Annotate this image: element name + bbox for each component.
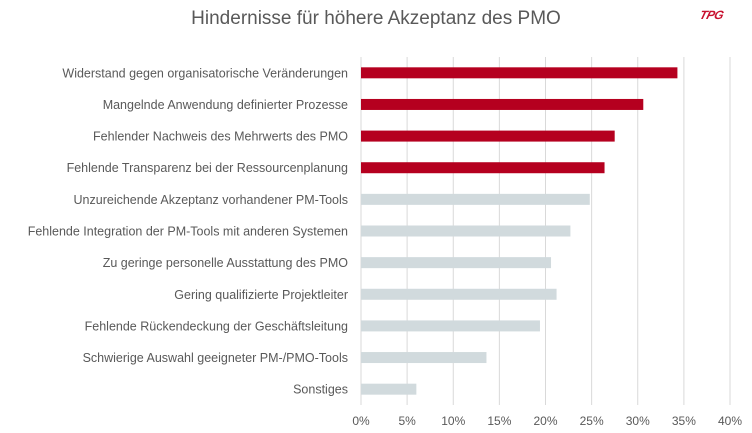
x-tick-label: 0% — [352, 414, 370, 428]
x-tick-label: 25% — [580, 414, 604, 428]
x-tick-label: 10% — [441, 414, 465, 428]
category-label: Unzureichende Akzeptanz vorhandener PM-T… — [74, 193, 348, 207]
category-label: Fehlende Integration der PM-Tools mit an… — [28, 225, 348, 239]
bar — [361, 130, 615, 142]
category-label: Schwierige Auswahl geeigneter PM-/PMO-To… — [83, 351, 348, 365]
category-label: Fehlender Nachweis des Mehrwerts des PMO — [93, 130, 348, 144]
bar — [361, 383, 417, 395]
category-label: Widerstand gegen organisatorische Veränd… — [62, 66, 348, 80]
x-tick-label: 20% — [533, 414, 557, 428]
category-label: Gering qualifizierte Projektleiter — [174, 288, 348, 302]
bar — [361, 288, 557, 300]
x-tick-label: 40% — [718, 414, 742, 428]
category-label: Fehlende Transparenz bei der Ressourcenp… — [67, 161, 348, 175]
category-label: Fehlende Rückendeckung der Geschäftsleit… — [85, 319, 348, 333]
chart-title: Hindernisse für höhere Akzeptanz des PMO — [191, 8, 561, 29]
category-label: Mangelnde Anwendung definierter Prozesse — [103, 98, 348, 112]
bar — [361, 320, 540, 332]
bar — [361, 352, 487, 364]
x-tick-label: 30% — [626, 414, 650, 428]
bar — [361, 257, 552, 269]
x-tick-label: 5% — [398, 414, 416, 428]
x-tick-label: 15% — [487, 414, 511, 428]
bar — [361, 162, 605, 174]
bar — [361, 193, 590, 205]
category-label: Sonstiges — [293, 383, 348, 397]
bar — [361, 225, 571, 237]
bar — [361, 98, 644, 110]
x-tick-label: 35% — [672, 414, 696, 428]
category-label: Zu geringe personelle Ausstattung des PM… — [103, 256, 349, 270]
bar — [361, 67, 678, 79]
